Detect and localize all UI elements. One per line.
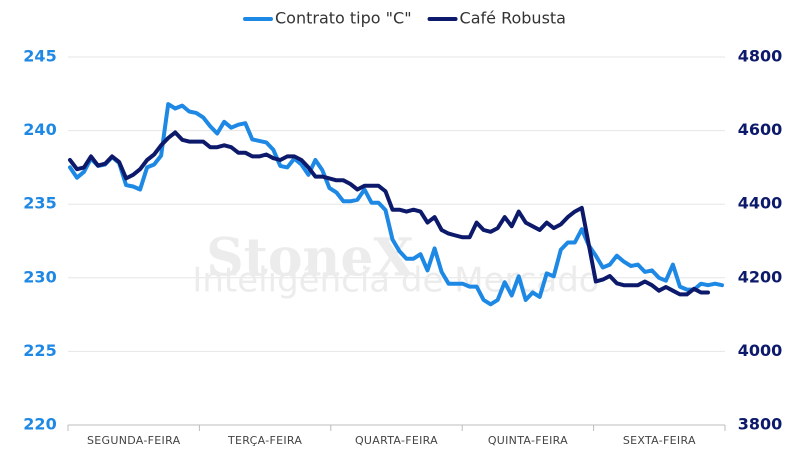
y2-tick-label: 4000 xyxy=(738,341,783,360)
series-line xyxy=(68,102,724,307)
y-tick-label: 225 xyxy=(23,341,56,360)
y-tick-label: 240 xyxy=(23,120,56,139)
x-tick-label: SEGUNDA-FEIRA xyxy=(87,434,181,447)
x-tick-label: TERÇA-FEIRA xyxy=(227,434,302,447)
y-tick-label: 230 xyxy=(23,267,56,286)
y2-tick-label: 4400 xyxy=(738,194,783,213)
y-tick-label: 220 xyxy=(23,415,56,434)
legend-label: Contrato tipo "C" xyxy=(275,9,412,28)
y2-tick-label: 3800 xyxy=(738,415,783,434)
legend-label: Café Robusta xyxy=(460,9,566,28)
x-tick-label: SEXTA-FEIRA xyxy=(623,434,696,447)
y2-tick-label: 4800 xyxy=(738,47,783,66)
y-tick-label: 235 xyxy=(23,194,56,213)
series-line xyxy=(68,130,710,297)
y2-tick-label: 4600 xyxy=(738,120,783,139)
y2-tick-label: 4200 xyxy=(738,267,783,286)
x-tick-label: QUINTA-FEIRA xyxy=(488,434,568,447)
x-tick-label: QUARTA-FEIRA xyxy=(355,434,438,447)
y-tick-label: 245 xyxy=(23,47,56,66)
watermark-brand: StoneX xyxy=(206,228,414,289)
